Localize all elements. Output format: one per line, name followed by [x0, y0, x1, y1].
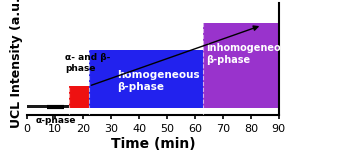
Text: inhomogeneous
β-phase: inhomogeneous β-phase — [206, 43, 293, 65]
Bar — [203, 23, 279, 108]
Text: α- and β-
phase: α- and β- phase — [65, 53, 110, 73]
Text: α-phase: α-phase — [36, 116, 76, 125]
Text: homogeneous
β-phase: homogeneous β-phase — [117, 70, 199, 92]
Y-axis label: UCL Intensity (a.u.): UCL Intensity (a.u.) — [10, 0, 23, 128]
Bar — [27, 105, 69, 108]
Bar — [89, 50, 203, 108]
Bar — [69, 86, 89, 108]
X-axis label: Time (min): Time (min) — [111, 137, 195, 151]
